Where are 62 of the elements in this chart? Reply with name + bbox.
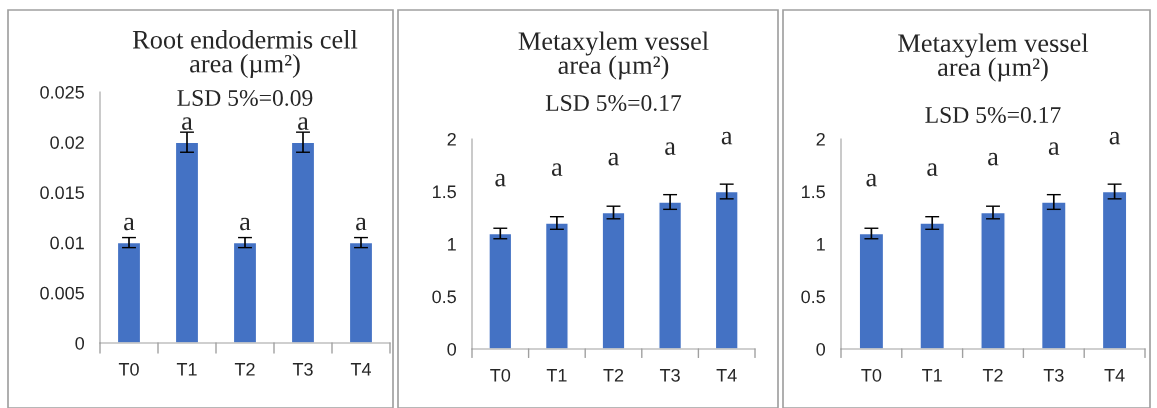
x-tick-label: T1 <box>922 369 942 382</box>
x-tick-label: T3 <box>659 368 680 382</box>
x-tick-label: T1 <box>176 363 197 376</box>
y-tick-label: 0 <box>447 342 457 356</box>
x-tick-label: T0 <box>118 362 139 376</box>
x-tick-label: T0 <box>861 368 882 382</box>
bar <box>714 190 739 349</box>
annotation: a <box>608 152 619 166</box>
bar <box>601 211 626 349</box>
x-tick-label: T2 <box>603 368 624 382</box>
annotation: a <box>1109 131 1121 145</box>
y-tick-label: 1 <box>448 238 456 251</box>
y-tick-label: 0.005 <box>40 286 84 300</box>
bar <box>919 222 946 349</box>
y-tick-label: 1.5 <box>802 185 825 199</box>
chart-subtitle: LSD 5%=0.09 <box>177 89 313 107</box>
y-tick-label: 0.025 <box>40 85 84 99</box>
x-tick-label: T4 <box>350 363 372 376</box>
bar <box>1101 190 1128 349</box>
y-tick-label: 0 <box>75 336 85 350</box>
chart-subtitle: LSD 5%=0.17 <box>545 94 682 112</box>
bar <box>980 211 1006 349</box>
y-tick-label: 0 <box>816 342 826 356</box>
chart-title: Metaxylem vessel area (µm²) <box>898 33 1089 82</box>
chart-subtitle: LSD 5%=0.17 <box>925 106 1061 124</box>
annotation: a <box>124 217 135 231</box>
x-tick-label: T2 <box>982 368 1003 382</box>
annotation: a <box>665 142 676 155</box>
y-tick-label: 1.5 <box>433 185 456 199</box>
x-tick-label: T4 <box>1104 369 1125 382</box>
annotation: a <box>182 117 193 130</box>
bar <box>658 201 683 349</box>
annotation: a <box>356 217 367 231</box>
y-tick-label: 0.015 <box>40 186 84 200</box>
annotation: a <box>721 131 733 145</box>
annotation: a <box>551 163 563 176</box>
x-tick-label: T3 <box>1043 368 1064 382</box>
bar <box>1040 201 1067 349</box>
y-tick-label: 0.02 <box>50 136 84 149</box>
chart-title: Root endodermis cell area (µm²) <box>132 30 358 78</box>
y-tick-label: 0.01 <box>50 236 84 250</box>
bar <box>858 232 885 349</box>
x-tick-label: T0 <box>490 368 511 382</box>
y-tick-label: 2 <box>816 132 825 146</box>
x-tick-label: T1 <box>546 369 567 382</box>
annotation: a <box>1048 142 1060 155</box>
chart-title: Metaxylem vessel area (µm²) <box>518 31 709 80</box>
x-tick-label: T4 <box>716 369 737 382</box>
x-tick-label: T2 <box>234 362 255 376</box>
annotation: a <box>927 163 938 176</box>
y-tick-label: 2 <box>447 132 456 146</box>
y-tick-label: 0.5 <box>432 290 456 304</box>
x-tick-label: T3 <box>292 362 313 376</box>
annotation: a <box>866 173 877 187</box>
y-tick-label: 1 <box>817 238 825 251</box>
y-tick-label: 0.5 <box>801 290 825 304</box>
annotation: a <box>240 217 251 231</box>
annotation: a <box>495 173 506 187</box>
bar <box>544 222 569 349</box>
annotation: a <box>988 152 999 166</box>
annotation: a <box>298 117 309 130</box>
bar <box>488 232 513 349</box>
